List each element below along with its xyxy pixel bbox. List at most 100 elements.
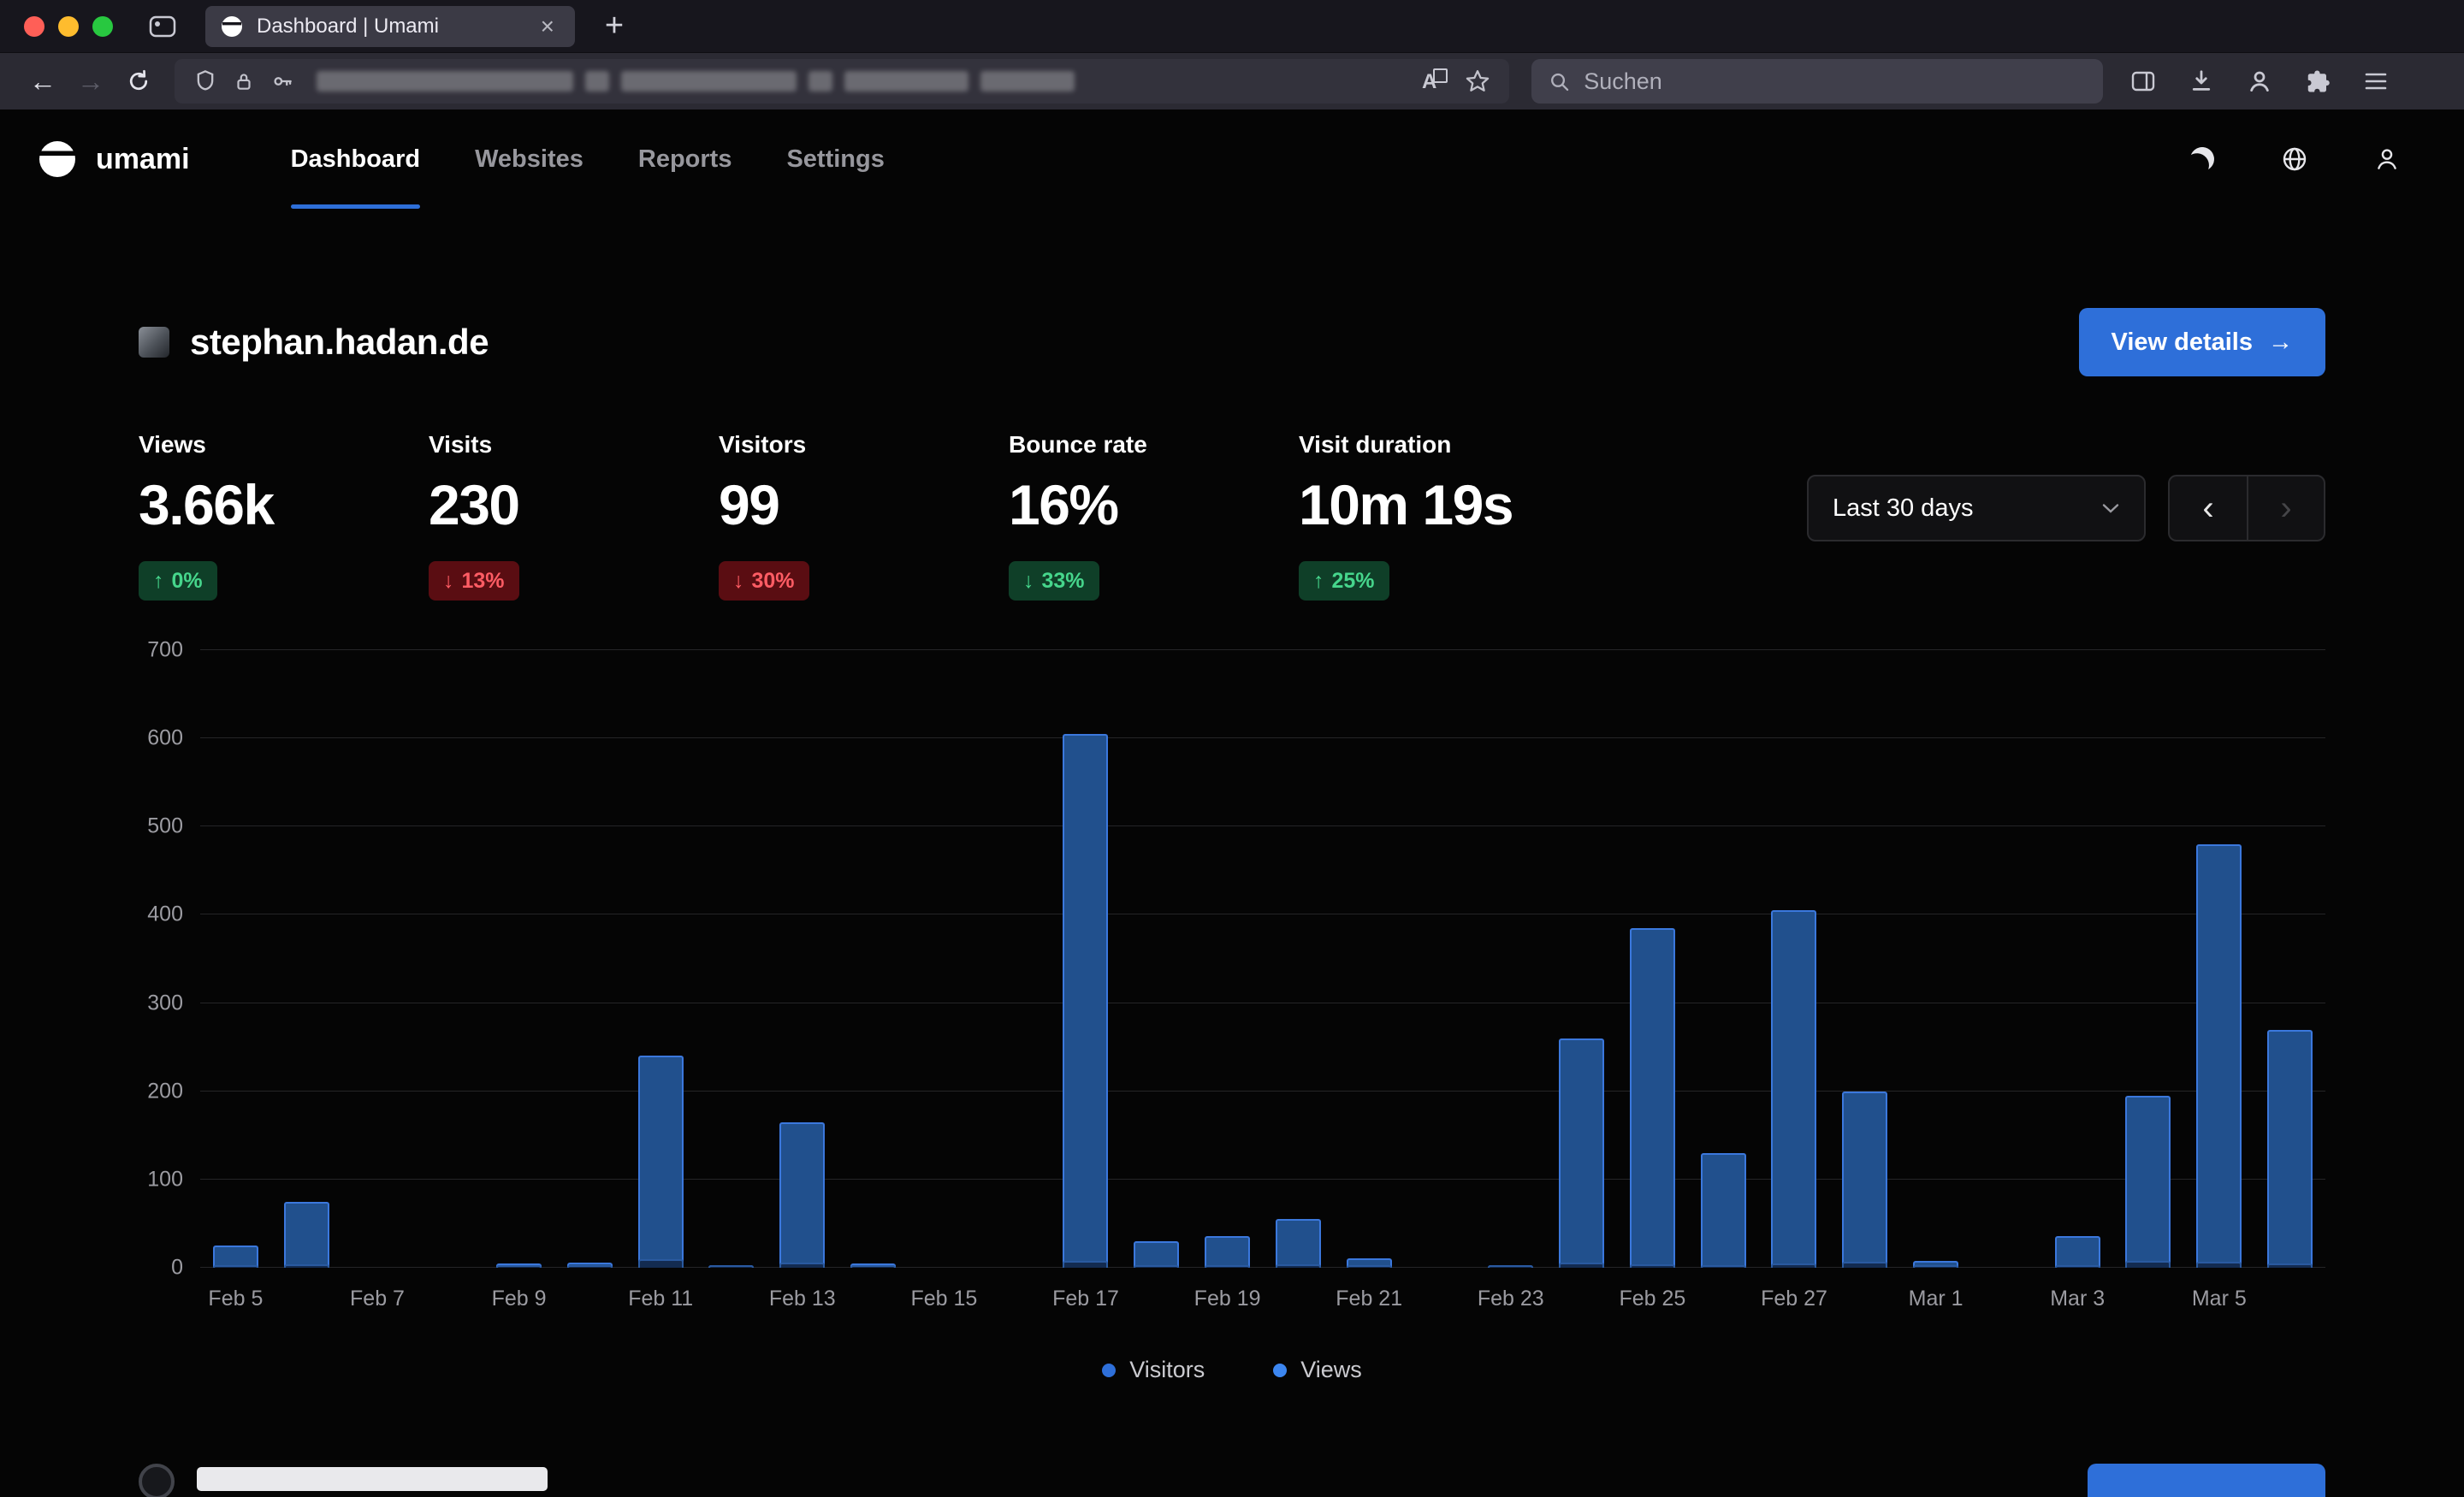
view-details-button[interactable]: View details → <box>2079 308 2326 376</box>
bar-slot-feb-13[interactable] <box>767 650 838 1268</box>
bar-slot-feb-8[interactable] <box>412 650 483 1268</box>
search-input[interactable] <box>1584 68 2086 95</box>
key-icon[interactable] <box>270 69 294 93</box>
bar-views[interactable] <box>1701 1153 1746 1268</box>
search-bar[interactable] <box>1531 59 2103 104</box>
bar-visitors[interactable] <box>213 1265 258 1268</box>
bar-slot-feb-16[interactable] <box>980 650 1051 1268</box>
bar-slot-feb-22[interactable] <box>1405 650 1476 1268</box>
bookmark-star-icon[interactable] <box>1465 68 1490 94</box>
bar-visitors[interactable] <box>2055 1265 2100 1268</box>
bar-visitors[interactable] <box>2196 1262 2242 1268</box>
bar-visitors[interactable] <box>1488 1265 1533 1268</box>
prev-period-button[interactable]: ‹ <box>2170 476 2247 540</box>
bar-visitors[interactable] <box>638 1259 684 1268</box>
account-icon[interactable] <box>2236 58 2283 104</box>
bar-views[interactable] <box>2125 1096 2171 1268</box>
bar-views[interactable] <box>284 1202 329 1268</box>
close-window-button[interactable] <box>24 16 44 37</box>
bar-visitors[interactable] <box>1559 1263 1604 1268</box>
tracking-shield-icon[interactable] <box>193 69 217 93</box>
bar-slot-feb-15[interactable] <box>909 650 980 1268</box>
bar-slot-feb-27[interactable] <box>1759 650 1830 1268</box>
bar-visitors[interactable] <box>1205 1265 1250 1268</box>
nav-item-websites[interactable]: Websites <box>447 109 611 209</box>
bar-slot-feb-10[interactable] <box>554 650 625 1268</box>
reload-button[interactable] <box>115 57 163 105</box>
bar-visitors[interactable] <box>779 1263 825 1268</box>
next-view-details-button[interactable] <box>2088 1464 2325 1497</box>
bar-slot-feb-28[interactable] <box>1829 650 1900 1268</box>
bar-visitors[interactable] <box>1913 1265 1958 1268</box>
bar-slot-feb-17[interactable] <box>1051 650 1122 1268</box>
bar-visitors[interactable] <box>496 1265 542 1268</box>
bar-visitors[interactable] <box>1063 1261 1108 1268</box>
bar-slot-feb-5[interactable] <box>200 650 271 1268</box>
bar-views[interactable] <box>1063 734 1108 1268</box>
firefox-view-icon[interactable] <box>142 6 183 47</box>
bar-slot-feb-25[interactable] <box>1617 650 1688 1268</box>
bar-views[interactable] <box>213 1246 258 1268</box>
bar-views[interactable] <box>779 1122 825 1268</box>
bar-slot-feb-23[interactable] <box>1475 650 1546 1268</box>
umami-logo-icon[interactable] <box>38 139 77 179</box>
bar-views[interactable] <box>1276 1219 1321 1268</box>
minimize-window-button[interactable] <box>58 16 79 37</box>
bar-slot-feb-19[interactable] <box>1192 650 1263 1268</box>
bar-views[interactable] <box>1205 1236 1250 1268</box>
zoom-window-button[interactable] <box>92 16 113 37</box>
bar-visitors[interactable] <box>1347 1265 1392 1268</box>
translate-icon[interactable]: A <box>1422 68 1448 94</box>
nav-item-settings[interactable]: Settings <box>759 109 911 209</box>
bar-slot-feb-14[interactable] <box>838 650 909 1268</box>
bar-visitors[interactable] <box>1276 1264 1321 1268</box>
bar-slot-feb-11[interactable] <box>625 650 696 1268</box>
bar-visitors[interactable] <box>1771 1263 1816 1268</box>
bar-slot-feb-18[interactable] <box>1121 650 1192 1268</box>
url-bar[interactable]: A <box>175 59 1509 104</box>
bar-visitors[interactable] <box>284 1264 329 1268</box>
bar-views[interactable] <box>1630 928 1675 1268</box>
profile-button[interactable] <box>2363 135 2411 183</box>
bar-slot-feb-24[interactable] <box>1546 650 1617 1268</box>
theme-toggle-button[interactable] <box>2178 135 2226 183</box>
back-button[interactable]: ← <box>19 57 67 105</box>
language-button[interactable] <box>2271 135 2319 183</box>
bar-views[interactable] <box>2267 1030 2313 1268</box>
forward-button[interactable]: → <box>67 57 115 105</box>
bar-views[interactable] <box>1842 1092 1887 1268</box>
bar-slot-mar-2[interactable] <box>1971 650 2042 1268</box>
legend-item-views[interactable]: Views <box>1273 1357 1362 1383</box>
date-range-select[interactable]: Last 30 days <box>1807 475 2146 541</box>
bar-slot-mar-4[interactable] <box>2113 650 2184 1268</box>
bar-views[interactable] <box>2055 1236 2100 1268</box>
bar-visitors[interactable] <box>1842 1262 1887 1268</box>
next-period-button[interactable]: › <box>2247 476 2324 540</box>
bar-visitors[interactable] <box>2125 1261 2171 1268</box>
bar-views[interactable] <box>638 1056 684 1268</box>
bar-visitors[interactable] <box>1134 1265 1179 1268</box>
bar-views[interactable] <box>1559 1038 1604 1268</box>
bar-visitors[interactable] <box>708 1265 754 1268</box>
lock-icon[interactable] <box>233 69 255 93</box>
bar-slot-mar-5[interactable] <box>2183 650 2254 1268</box>
nav-item-dashboard[interactable]: Dashboard <box>264 109 447 209</box>
bar-views[interactable] <box>1134 1241 1179 1268</box>
bar-slot-feb-20[interactable] <box>1263 650 1334 1268</box>
menu-icon[interactable] <box>2353 58 2399 104</box>
bar-slot-feb-9[interactable] <box>483 650 554 1268</box>
extensions-icon[interactable] <box>2295 58 2341 104</box>
bar-visitors[interactable] <box>567 1265 613 1268</box>
bar-visitors[interactable] <box>850 1265 896 1268</box>
bar-slot-feb-6[interactable] <box>271 650 342 1268</box>
bar-slot-feb-7[interactable] <box>342 650 413 1268</box>
bar-slot-feb-26[interactable] <box>1688 650 1759 1268</box>
browser-tab[interactable]: Dashboard | Umami × <box>205 6 575 47</box>
bar-visitors[interactable] <box>2267 1263 2313 1268</box>
downloads-icon[interactable] <box>2178 58 2224 104</box>
bar-visitors[interactable] <box>1630 1264 1675 1268</box>
bar-slot-mar-1[interactable] <box>1900 650 1971 1268</box>
bar-slot-feb-12[interactable] <box>696 650 767 1268</box>
bar-slot-mar-3[interactable] <box>2042 650 2113 1268</box>
sidebar-icon[interactable] <box>2120 58 2166 104</box>
